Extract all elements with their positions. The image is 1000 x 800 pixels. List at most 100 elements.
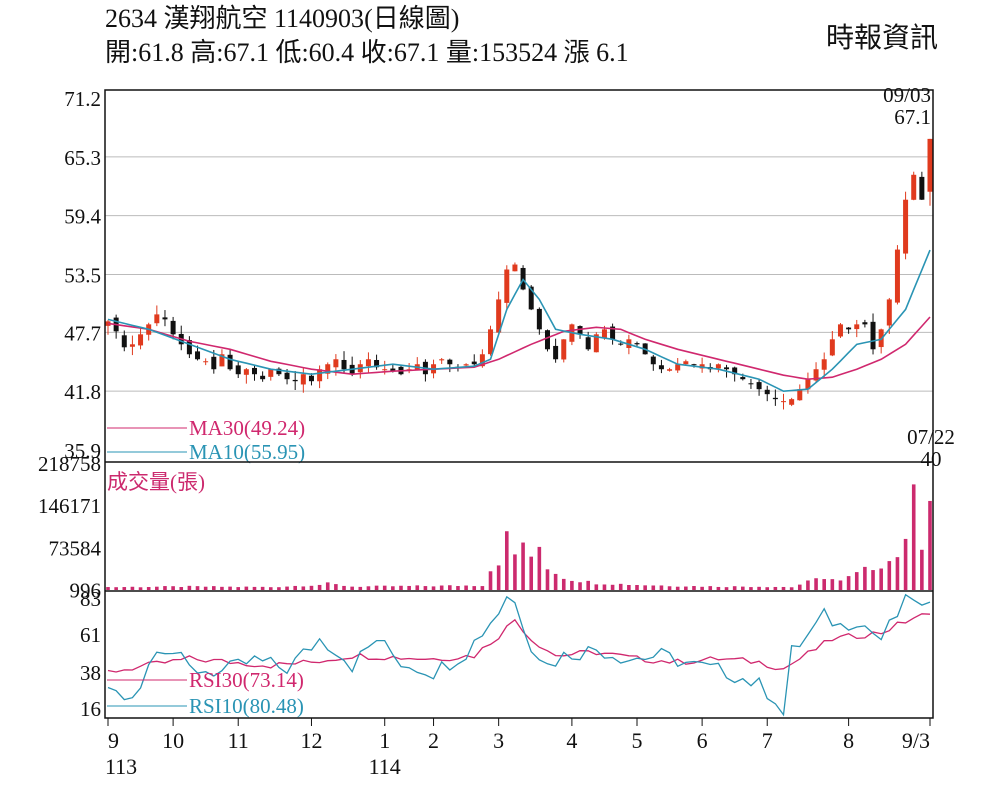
volume-tick-label: 73584 (49, 536, 102, 560)
candle-body (658, 365, 664, 370)
candle-body (846, 327, 852, 330)
volume-bar (504, 531, 509, 590)
volume-bar (155, 586, 159, 590)
volume-bar (708, 586, 713, 590)
candle-body (927, 138, 933, 192)
volume-bar (830, 579, 835, 590)
volume-bar (252, 586, 257, 590)
candle-body (382, 369, 388, 371)
volume-tick-label: 218758 (38, 452, 101, 476)
volume-bar (716, 586, 721, 590)
candle-body (292, 379, 298, 382)
year-label: 113 (105, 754, 137, 779)
volume-bar (659, 585, 664, 590)
volume-bar (374, 585, 379, 590)
volume-bar (382, 585, 387, 590)
volume-bar (106, 587, 110, 590)
volume-bar (529, 556, 534, 590)
volume-bar (773, 586, 778, 590)
volume-bar (277, 587, 281, 590)
volume-bar (358, 586, 363, 590)
candle-body (675, 364, 681, 371)
ma-legend-label: MA30(49.24) (189, 416, 305, 440)
volume-bar (692, 586, 696, 590)
candle-body (300, 374, 306, 385)
volume-bar (553, 573, 558, 590)
month-label: 2 (428, 728, 439, 753)
candle-body (138, 334, 144, 346)
volume-bar (741, 586, 745, 590)
year-label: 114 (369, 754, 401, 779)
price-tick-label: 71.2 (64, 87, 101, 111)
volume-bar (472, 586, 477, 590)
month-label: 1 (379, 728, 390, 753)
candle-body (195, 351, 201, 360)
chart-frame (104, 89, 934, 719)
candle-body (805, 379, 811, 390)
candle-body (837, 324, 843, 337)
rsi-legend-label: RSI10(80.48) (189, 694, 304, 718)
rsi-tick-label: 38 (80, 661, 101, 685)
rsi-tick-label: 16 (80, 697, 101, 721)
data-source: 時報資訊 (825, 23, 938, 54)
volume-bar (195, 586, 200, 590)
volume-bar (749, 587, 753, 590)
volume-bar (130, 586, 135, 590)
candle-body (317, 369, 323, 382)
candle-body (308, 375, 314, 382)
annotation-value: 40 (921, 447, 942, 471)
candle-body (211, 356, 217, 370)
candle-body (227, 354, 233, 370)
month-label: 9/3 (902, 728, 930, 753)
candle-body (593, 334, 599, 353)
candle-body (341, 359, 347, 370)
volume-bar (163, 586, 167, 590)
candle-body (829, 339, 835, 356)
volume-bar (675, 586, 680, 590)
candle-body (683, 361, 689, 365)
volume-bar (814, 578, 818, 590)
volume-bar (903, 538, 908, 590)
volume-bar (268, 587, 273, 590)
volume-bar (920, 549, 924, 590)
volume-bar (399, 585, 403, 590)
candle-body (325, 364, 331, 374)
volume-bar (822, 579, 826, 590)
volume-bar (765, 587, 770, 590)
volume-bar (627, 585, 631, 590)
price-tick-label: 59.4 (64, 205, 101, 229)
volume-bar (203, 586, 208, 590)
candle-body (439, 359, 445, 361)
candle-body (390, 368, 396, 372)
volume-bar (431, 586, 436, 590)
candle-body (618, 343, 624, 345)
candle-body (610, 326, 616, 340)
candle-body (203, 361, 209, 363)
price-tick-label: 47.7 (64, 321, 101, 345)
candle-body (748, 383, 754, 385)
volume-bar (911, 484, 916, 590)
candle-body (235, 365, 241, 375)
candle-body (821, 359, 827, 370)
volume-bar (879, 568, 883, 590)
volume-bar (545, 569, 550, 590)
volume-bar (854, 572, 859, 590)
candle-body (634, 343, 640, 345)
candle-body (854, 324, 860, 330)
candle-body (870, 321, 876, 350)
candle-body (561, 339, 567, 360)
candle-body (333, 359, 339, 368)
candle-body (374, 359, 380, 368)
volume-bar (448, 585, 452, 590)
ma30-line (107, 316, 931, 381)
candle-body (903, 199, 909, 254)
chart-date: 1140903 (274, 4, 365, 33)
month-label: 6 (697, 728, 708, 753)
volume-bar (464, 585, 468, 590)
candle-body (243, 369, 249, 375)
volume-bar (260, 586, 265, 590)
candle-body (471, 361, 477, 365)
rsi-legend-label: RSI30(73.14) (189, 668, 304, 692)
candle-body (911, 174, 917, 200)
month-label: 8 (843, 728, 854, 753)
